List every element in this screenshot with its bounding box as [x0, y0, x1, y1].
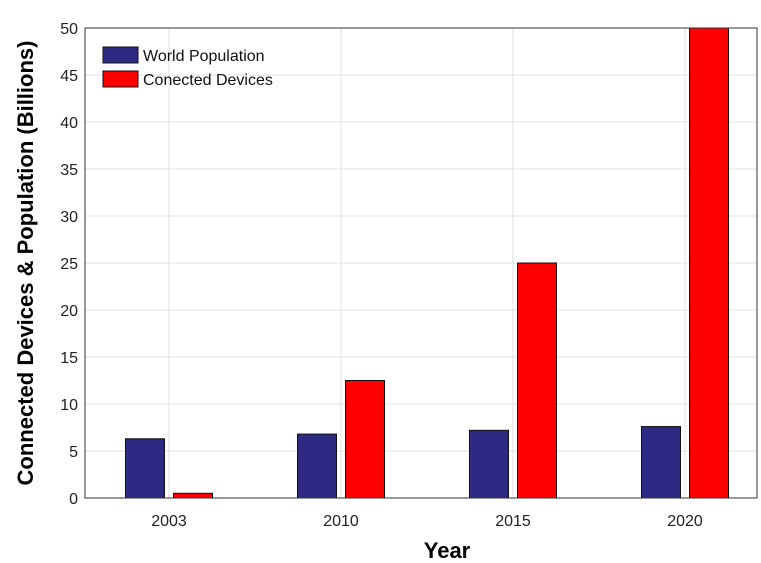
y-tick-label: 40: [60, 115, 78, 132]
y-tick-label: 35: [60, 162, 78, 179]
x-tick-label: 2010: [323, 513, 359, 530]
x-tick-labels: 2003 2010 2015 2020: [151, 513, 703, 530]
legend-swatch: [102, 70, 139, 88]
bar-connected-devices-2015: [517, 262, 557, 499]
y-axis-title: Connected Devices & Population (Billions…: [13, 41, 38, 486]
y-tick-label: 30: [60, 209, 78, 226]
bar-connected-devices-2010: [345, 380, 385, 499]
y-tick-label: 0: [69, 491, 78, 508]
x-tick-label: 2003: [151, 513, 187, 530]
bar-connected-devices-2003: [173, 492, 213, 499]
y-tick-label: 25: [60, 256, 78, 273]
y-tick-label: 10: [60, 397, 78, 414]
y-tick-labels: 0 5 10 15 20 25 30 35 40 45 50: [60, 21, 78, 508]
legend-label: Conected Devices: [143, 72, 273, 89]
y-tick-label: 5: [69, 444, 78, 461]
y-tick-label: 50: [60, 21, 78, 38]
y-tick-label: 15: [60, 350, 78, 367]
x-axis-title: Year: [424, 538, 471, 563]
legend: World Population Conected Devices: [102, 46, 273, 89]
bar-world-population-2010: [297, 433, 337, 499]
grid-lines: [85, 28, 757, 498]
bar-connected-devices-2020: [689, 27, 729, 499]
y-tick-label: 45: [60, 68, 78, 85]
y-tick-label: 20: [60, 303, 78, 320]
legend-label: World Population: [143, 48, 265, 65]
bar-world-population-2015: [469, 429, 509, 499]
x-tick-label: 2015: [495, 513, 531, 530]
bar-world-population-2003: [125, 438, 165, 499]
legend-swatch: [102, 46, 139, 64]
plot-frame: [84, 27, 758, 499]
bar-group: [125, 27, 729, 499]
x-tick-label: 2020: [667, 513, 703, 530]
bar-world-population-2020: [641, 426, 681, 499]
